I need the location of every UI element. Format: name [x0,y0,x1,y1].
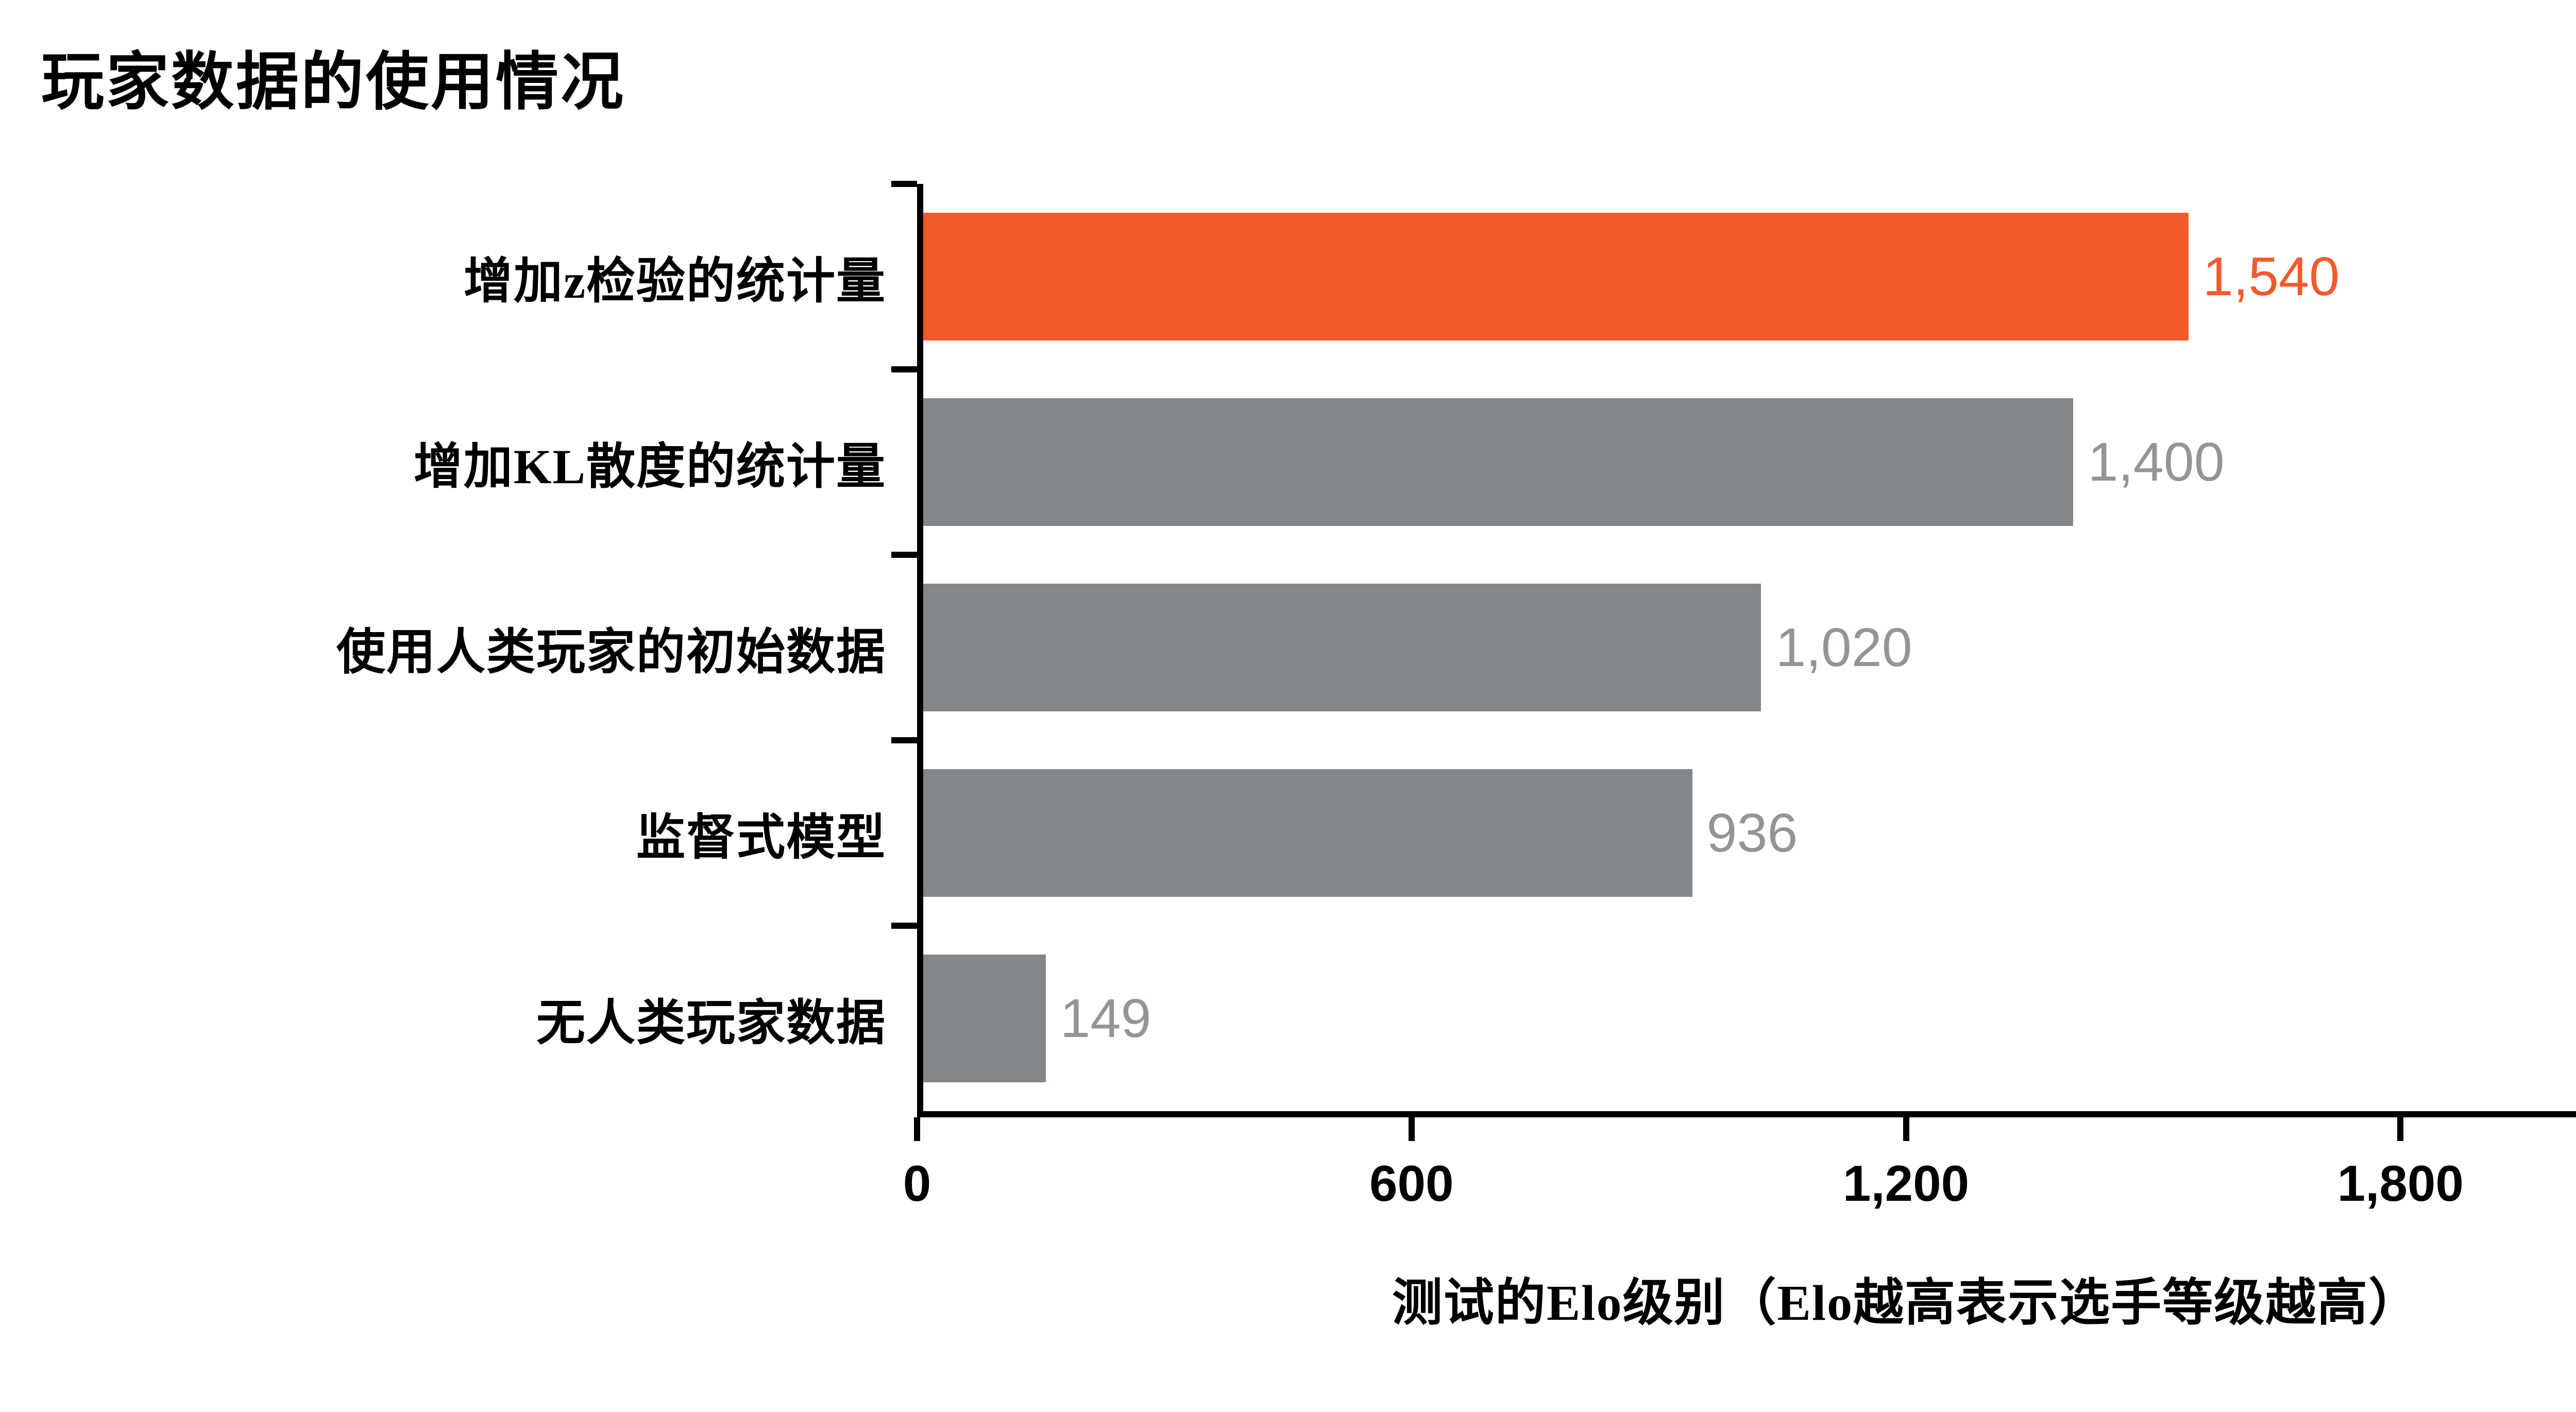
x-axis-tick-label: 0 [903,1155,931,1212]
x-axis-tick [2397,1117,2404,1141]
x-axis-tick-label: 1,800 [2337,1155,2464,1212]
x-axis-tick-label: 1,200 [1842,1155,1970,1212]
x-axis-label: 测试的Elo级别（Elo越高表示选手等级越高） [1392,1275,2420,1331]
chart-title: 玩家数据的使用情况 [41,48,625,117]
bar-track: 1,540 [891,181,2576,369]
category-label: 监督式模型 [636,810,886,865]
value-label: 936 [1706,802,1798,863]
bar [923,398,2074,526]
bar-track: 149 [891,923,2576,1111]
category-label: 增加KL散度的统计量 [413,439,886,494]
category-label: 使用人类玩家的初始数据 [336,624,886,679]
bar [923,955,1046,1082]
value-label: 149 [1060,988,1151,1049]
value-label: 1,540 [2202,246,2340,307]
y-axis-tick [891,737,917,743]
bar [923,584,1761,711]
x-axis-tick [1903,1117,1909,1141]
bar-track: 936 [891,737,2576,926]
bar-track: 1,020 [891,552,2576,740]
y-axis-tick [891,366,917,372]
value-label: 1,020 [1775,617,1912,678]
category-label: 无人类玩家数据 [536,995,886,1050]
value-label: 1,400 [2088,431,2225,492]
bar-track: 1,400 [891,366,2576,555]
bar [923,769,1692,897]
bar [923,213,2189,341]
x-axis-tick [914,1117,920,1141]
x-axis-tick-label: 600 [1369,1155,1454,1212]
category-label: 增加z检验的统计量 [463,253,886,309]
y-axis-tick [891,181,917,187]
y-axis-tick [891,552,917,558]
y-axis-tick [891,923,917,929]
bar-chart: 增加z检验的统计量 1,540 增加KL散度的统计量 1,400 使用人类玩家的初始数据… [41,181,2576,1335]
x-axis-tick [1408,1117,1415,1141]
